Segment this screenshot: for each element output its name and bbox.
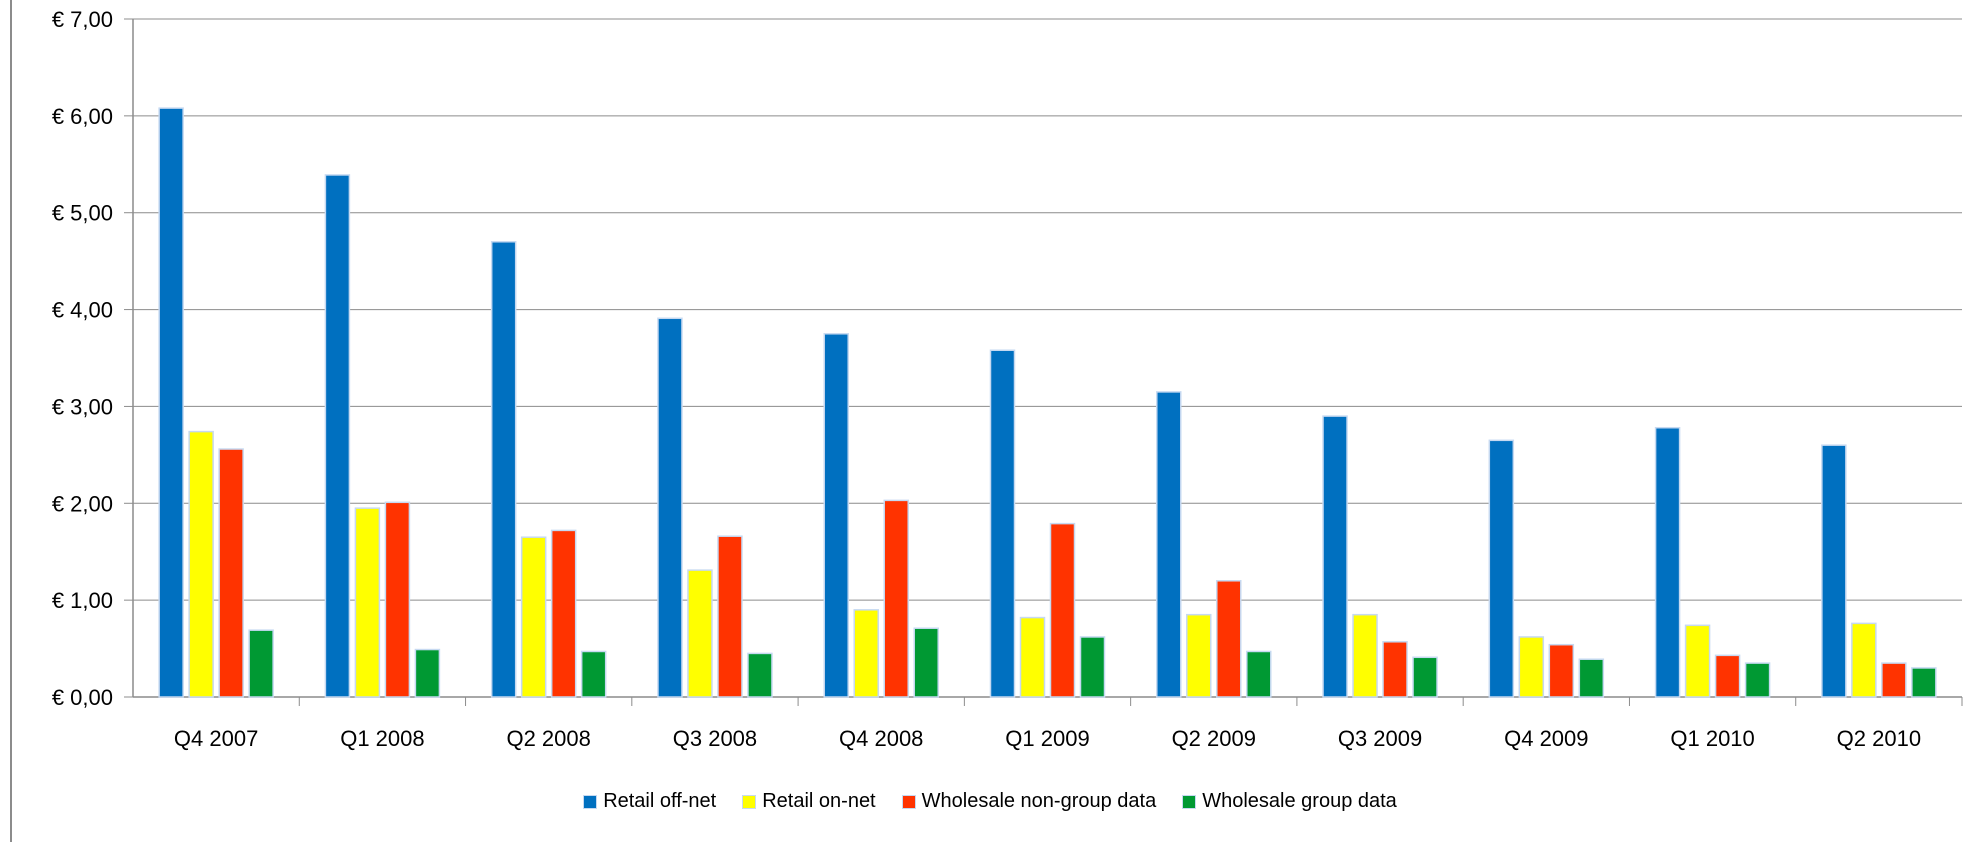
x-tick-label: Q1 2009 — [1005, 726, 1089, 751]
bar — [248, 629, 274, 698]
x-tick-label: Q1 2010 — [1670, 726, 1754, 751]
bar — [1049, 522, 1076, 698]
bar — [550, 529, 577, 698]
bar — [823, 333, 849, 698]
bar — [1851, 622, 1877, 698]
bar — [414, 648, 441, 698]
bar — [1186, 613, 1212, 698]
bar — [354, 507, 381, 698]
bar — [1714, 654, 1741, 698]
legend-label: Wholesale non-group data — [921, 790, 1157, 812]
x-tick-label: Q4 2009 — [1504, 726, 1588, 751]
bar — [218, 448, 244, 698]
y-tick-label: € 0,00 — [52, 685, 113, 710]
legend-label: Retail on-net — [762, 790, 876, 812]
bar — [1322, 415, 1348, 698]
y-tick-label: € 5,00 — [52, 201, 113, 226]
x-tick-label: Q2 2008 — [506, 726, 590, 751]
bar — [1079, 636, 1106, 698]
y-tick-label: € 1,00 — [52, 588, 113, 613]
x-tick-label: Q4 2007 — [174, 726, 258, 751]
y-tick-label: € 6,00 — [52, 104, 113, 129]
legend-swatch — [583, 794, 598, 809]
bar — [1488, 439, 1515, 698]
chart-frame-border — [10, 0, 12, 842]
bar — [1246, 650, 1272, 698]
bar — [490, 241, 517, 698]
bar — [580, 650, 607, 698]
bar — [717, 535, 743, 698]
bar — [158, 107, 184, 698]
x-tick-label: Q1 2008 — [340, 726, 424, 751]
bar — [1911, 667, 1937, 698]
bar — [324, 174, 351, 698]
y-tick-label: € 3,00 — [52, 394, 113, 419]
bar — [384, 501, 411, 698]
x-tick-label: Q2 2009 — [1172, 726, 1256, 751]
x-tick-label: Q4 2008 — [839, 726, 923, 751]
bar — [1156, 391, 1182, 698]
bar — [1654, 426, 1681, 698]
legend-item: Wholesale non-group data — [901, 790, 1157, 813]
bar — [1019, 616, 1046, 698]
bar — [657, 317, 683, 698]
bar — [1382, 641, 1408, 698]
legend-label: Retail off-net — [603, 790, 717, 812]
bar — [1216, 580, 1242, 698]
legend-label: Wholesale group data — [1202, 790, 1397, 812]
bar — [1744, 662, 1771, 698]
bar — [687, 569, 713, 698]
bar — [853, 609, 879, 698]
bar — [913, 627, 939, 698]
bar — [1412, 656, 1438, 698]
bar — [1548, 643, 1575, 698]
bar — [883, 499, 909, 698]
legend-swatch — [901, 794, 916, 809]
legend-item: Wholesale group data — [1182, 790, 1397, 813]
x-tick-label: Q3 2008 — [673, 726, 757, 751]
bar — [520, 536, 547, 698]
bar — [989, 349, 1016, 698]
bar — [1881, 662, 1907, 698]
x-tick-label: Q2 2010 — [1837, 726, 1921, 751]
bar — [1518, 636, 1545, 698]
y-tick-label: € 2,00 — [52, 491, 113, 516]
legend-item: Retail on-net — [742, 790, 876, 813]
y-tick-label: € 4,00 — [52, 298, 113, 323]
bar — [188, 430, 214, 698]
y-tick-label: € 7,00 — [52, 7, 113, 32]
bar — [1578, 658, 1605, 698]
bar — [1352, 613, 1378, 698]
legend-swatch — [742, 794, 757, 809]
bar — [1684, 624, 1711, 698]
bar — [1821, 444, 1847, 698]
legend-item: Retail off-net — [583, 790, 716, 813]
bar — [747, 652, 773, 698]
chart-legend: Retail off-net Retail on-net Wholesale non… — [0, 790, 1980, 813]
x-tick-label: Q3 2009 — [1338, 726, 1422, 751]
legend-swatch — [1182, 794, 1197, 809]
